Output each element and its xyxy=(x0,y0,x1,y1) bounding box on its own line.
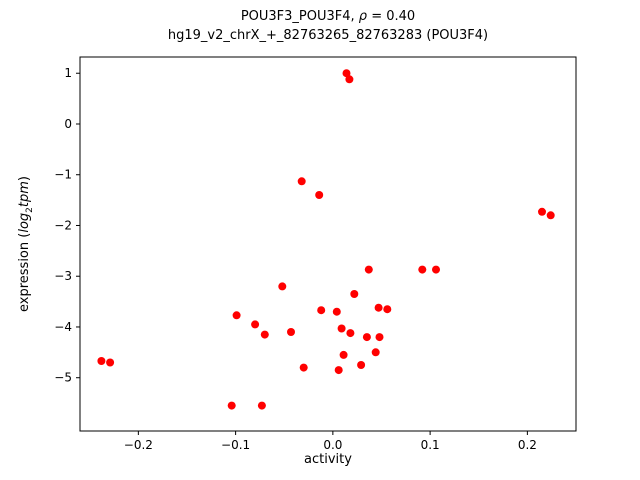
scatter-point xyxy=(346,329,355,338)
scatter-point xyxy=(332,307,341,316)
scatter-point xyxy=(106,358,115,367)
y-tick-label: −3 xyxy=(54,269,72,283)
scatter-point xyxy=(362,333,371,342)
y-tick-label: 1 xyxy=(64,66,72,80)
ylabel-subscript: 2 xyxy=(24,207,35,213)
scatter-point xyxy=(374,303,383,312)
scatter-point xyxy=(375,333,384,342)
scatter-point xyxy=(383,305,392,314)
scatter-point xyxy=(251,320,260,329)
scatter-point xyxy=(297,177,306,186)
scatter-point xyxy=(432,265,440,274)
ylabel-suffix: ) xyxy=(17,176,33,182)
scatter-point xyxy=(278,282,287,291)
x-tick-label: 0.1 xyxy=(421,438,440,452)
scatter-point xyxy=(418,265,427,274)
scatter-point xyxy=(371,348,380,357)
x-tick-label: 0.0 xyxy=(323,438,342,452)
scatter-point xyxy=(334,366,343,375)
scatter-point xyxy=(357,361,366,369)
scatter-point xyxy=(364,265,373,274)
y-tick-label: −1 xyxy=(54,168,72,182)
scatter-point xyxy=(299,363,308,372)
ylabel-prefix: expression ( xyxy=(17,232,33,312)
x-tick-label: 0.2 xyxy=(518,438,537,452)
x-axis-label: activity xyxy=(304,452,352,467)
title-suffix: = 0.40 xyxy=(367,9,416,24)
y-tick-label: −5 xyxy=(54,371,72,385)
y-tick-label: 0 xyxy=(64,117,72,131)
scatter-point xyxy=(337,324,346,333)
ylabel-log: log xyxy=(17,212,33,233)
scatter-point xyxy=(257,401,266,410)
plot-subtitle: hg19_v2_chrX_+_82763265_82763283 (POU3F4… xyxy=(167,28,489,43)
scatter-point xyxy=(315,191,324,199)
x-tick-label: −0.1 xyxy=(221,438,250,452)
scatter-point xyxy=(287,328,295,336)
y-tick-label: −2 xyxy=(54,218,72,232)
rho-symbol: ρ xyxy=(358,9,368,24)
scatter-point xyxy=(345,75,354,84)
scatter-point xyxy=(546,211,555,220)
scatter-point xyxy=(342,69,351,78)
axes-frame xyxy=(79,56,577,432)
scatter-point xyxy=(538,207,546,216)
scatter-point xyxy=(227,401,236,410)
scatter-point xyxy=(317,306,326,315)
ylabel-tpm: tpm xyxy=(17,181,33,208)
x-tick-label: −0.2 xyxy=(124,438,153,452)
scatter-point xyxy=(260,330,269,339)
scatter-point xyxy=(97,357,106,365)
plot-title: POU3F3_POU3F4, ρ = 0.40 xyxy=(80,9,576,24)
scatter-point xyxy=(350,290,359,298)
scatter-point xyxy=(232,311,241,320)
y-tick-label: −4 xyxy=(54,320,72,334)
scatter-point xyxy=(339,350,348,359)
title-prefix: POU3F3_POU3F4, xyxy=(240,9,359,24)
y-axis-label: expression (log2tpm) xyxy=(17,176,35,312)
